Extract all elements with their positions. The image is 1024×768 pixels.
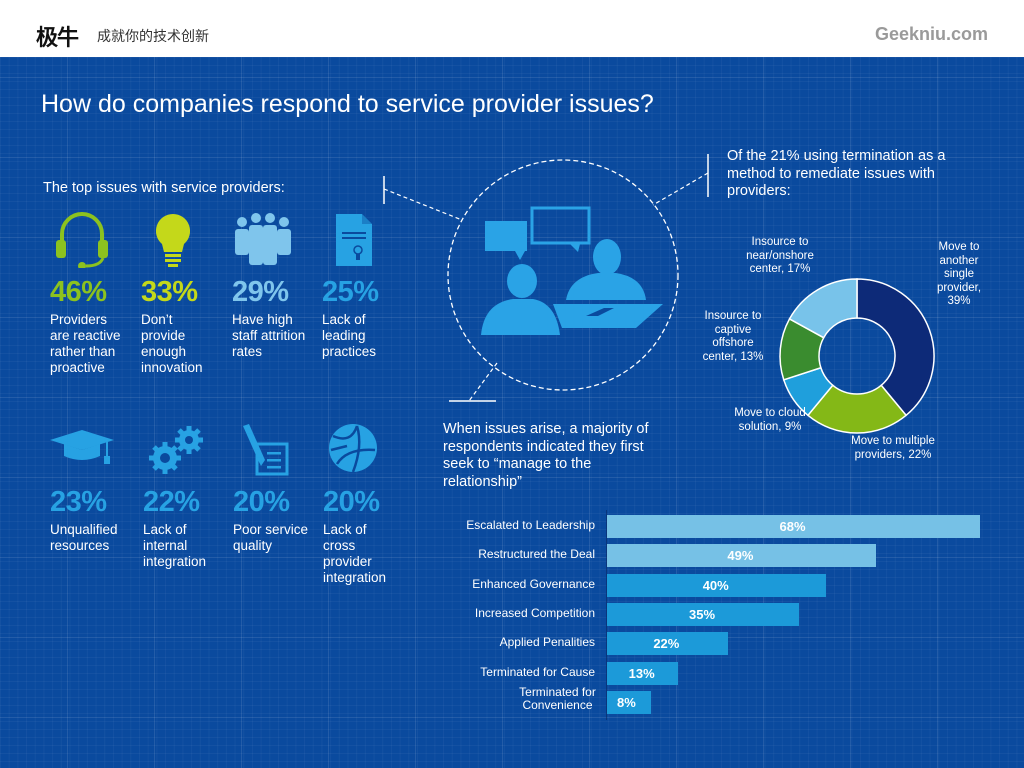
speech-bubble-right	[530, 206, 591, 245]
bar-category-label: Restructured the Deal	[478, 547, 595, 562]
donut-label-near-onshore: Insource to near/onshore center, 17%	[746, 236, 814, 275]
issue-description: Lack of cross provider integration	[323, 522, 387, 585]
bar-value-label: 13%	[628, 665, 655, 681]
bar	[607, 544, 876, 568]
people-group-icon	[232, 212, 322, 268]
issue-description: Have high staff attrition rates	[232, 312, 306, 359]
bar-category-label: Increased Competition	[474, 605, 595, 620]
donut-slice	[856, 278, 935, 417]
bar-value-label: 40%	[702, 577, 729, 593]
issue-description: Providers are reactive rather than proac…	[50, 312, 121, 375]
issue-percentage: 20%	[323, 486, 380, 518]
bar-category-label: Enhanced Governance	[472, 576, 595, 591]
issue-card: 23% Unqualified resources	[50, 422, 140, 554]
issue-description: Don’t provide enough innovation	[141, 312, 203, 375]
bar-category-label: Escalated to Leadership	[466, 518, 595, 532]
issue-card: 25% Lack of leading practices	[322, 212, 412, 360]
bar-value-label: 35%	[688, 606, 716, 622]
bar-value-label: 8%	[617, 694, 636, 710]
issue-percentage: 22%	[143, 486, 200, 518]
bar-chart-axis	[606, 510, 607, 720]
issue-description: Poor service quality	[233, 522, 309, 553]
certificate-document-icon	[322, 212, 412, 268]
bar	[607, 515, 980, 538]
issue-percentage: 20%	[233, 486, 290, 518]
brand-logo: 极牛	[36, 26, 79, 51]
issues-heading: The top issues with service providers:	[43, 180, 285, 196]
top-banner: 极牛 成就你的技术创新 Geekniu.com	[0, 0, 1024, 57]
issue-card: 20% Lack of cross provider integration	[323, 422, 413, 586]
speech-bubble-left	[485, 221, 527, 251]
donut-label-cloud-solution: Move to cloud solution, 9%	[734, 407, 806, 433]
lightbulb-icon	[141, 212, 231, 268]
termination-callout: Of the 21% using termination as a method…	[727, 148, 946, 199]
issue-percentage: 46%	[50, 276, 107, 308]
issue-description: Unqualified resources	[50, 522, 118, 553]
issue-percentage: 29%	[232, 276, 289, 308]
donut-label-multiple-providers: Move to multiple providers, 22%	[851, 435, 935, 461]
issue-percentage: 25%	[322, 276, 379, 308]
issue-card: 20% Poor service quality	[233, 422, 323, 554]
issue-percentage: 33%	[141, 276, 198, 308]
person-left-head	[507, 264, 537, 298]
bar-category-label: Applied Penalities	[499, 635, 595, 650]
donut-label-another-single-provider: Move to another single provider, 39%	[936, 241, 982, 307]
bar	[607, 661, 679, 685]
donut-slice	[788, 278, 858, 339]
bar	[607, 573, 827, 597]
speech-bubble-right-tail	[570, 244, 580, 252]
desk	[553, 304, 663, 328]
issue-description: Lack of leading practices	[322, 312, 377, 359]
issue-card: 33% Don’t provide enough innovation	[141, 212, 231, 376]
issue-card: 29% Have high staff attrition rates	[232, 212, 322, 360]
manage-callout: When issues arise, a majority of respond…	[443, 421, 649, 490]
issue-percentage: 23%	[50, 486, 107, 518]
brand-tagline: 成就你的技术创新	[97, 29, 209, 45]
pen-contract-icon	[233, 422, 323, 478]
gears-icon	[143, 422, 233, 478]
meeting-conversation-icon	[481, 206, 663, 335]
bar-value-label: 68%	[779, 519, 806, 534]
bar-category-label: Terminated for Cause	[480, 664, 595, 679]
person-right-head	[593, 239, 621, 275]
issue-card: 22% Lack of internal integration	[143, 422, 233, 570]
connector-line-right	[652, 172, 709, 206]
person-right-body	[566, 273, 646, 300]
bar-value-label: 49%	[727, 548, 754, 564]
site-link[interactable]: Geekniu.com	[874, 24, 988, 44]
headset-icon	[50, 212, 140, 268]
laptop-icon	[586, 308, 614, 316]
donut-label-captive-offshore: Insource to captive offshore center, 13%	[702, 310, 764, 363]
bar	[607, 602, 799, 626]
bar	[607, 632, 728, 656]
issue-description: Lack of internal integration	[143, 522, 207, 569]
bar-value-label: 22%	[653, 636, 680, 652]
graduation-cap-icon	[50, 422, 140, 478]
globe-network-icon	[323, 422, 413, 478]
bar-category-label: Terminated for Convenience	[519, 684, 596, 713]
speech-bubble-left-tail	[515, 251, 525, 260]
person-left-body	[481, 299, 560, 335]
issue-card: 46% Providers are reactive rather than pr…	[50, 212, 140, 376]
bar	[607, 690, 651, 714]
connector-line-bottom	[468, 362, 498, 402]
page-title: How do companies respond to service prov…	[41, 90, 654, 118]
dashed-circle	[447, 159, 679, 391]
